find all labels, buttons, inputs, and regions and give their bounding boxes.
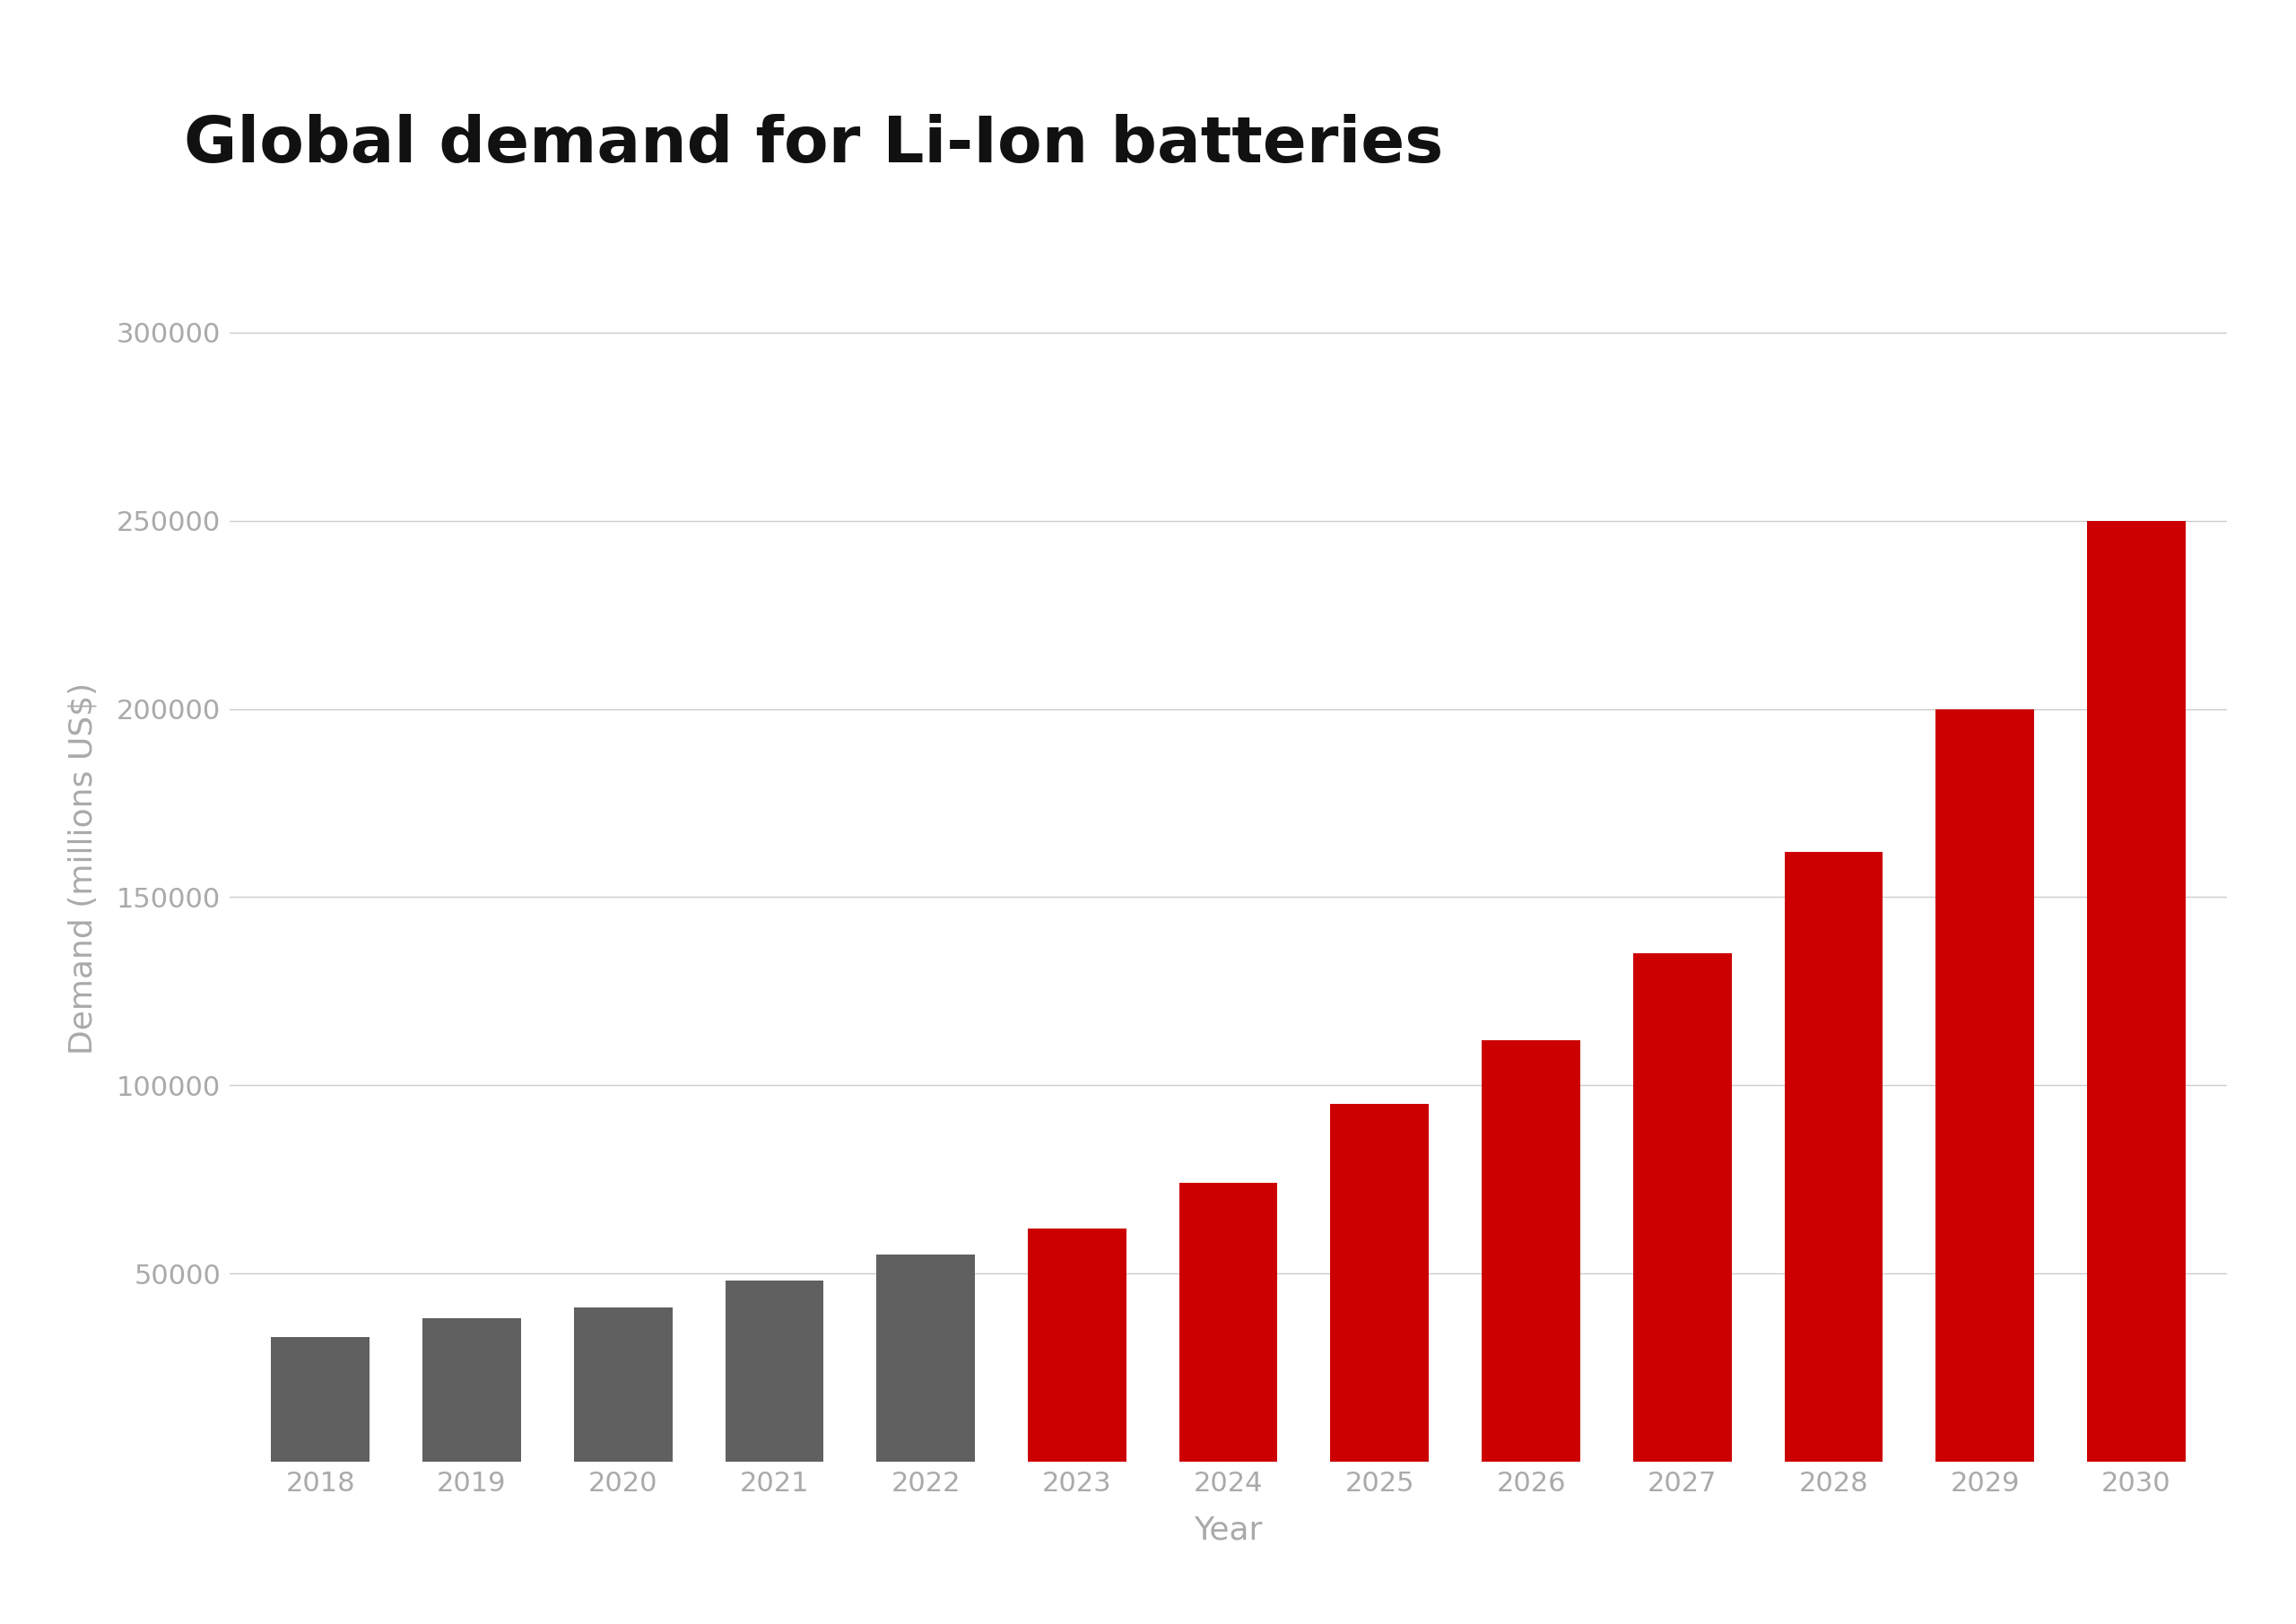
- X-axis label: Year: Year: [1194, 1515, 1263, 1546]
- Bar: [1180, 1184, 1277, 1462]
- Y-axis label: Demand (millions US$): Demand (millions US$): [67, 682, 99, 1056]
- Bar: [1936, 710, 2034, 1462]
- Bar: [422, 1319, 521, 1462]
- Bar: [1329, 1104, 1428, 1462]
- Bar: [1029, 1228, 1127, 1462]
- Bar: [726, 1281, 824, 1462]
- Text: Global demand for Li-Ion batteries: Global demand for Li-Ion batteries: [184, 114, 1444, 175]
- Bar: [271, 1338, 370, 1462]
- Bar: [1784, 853, 1883, 1462]
- Bar: [877, 1255, 976, 1462]
- Bar: [1632, 953, 1731, 1462]
- Bar: [574, 1307, 673, 1462]
- Bar: [2087, 521, 2186, 1462]
- Bar: [1481, 1039, 1580, 1462]
